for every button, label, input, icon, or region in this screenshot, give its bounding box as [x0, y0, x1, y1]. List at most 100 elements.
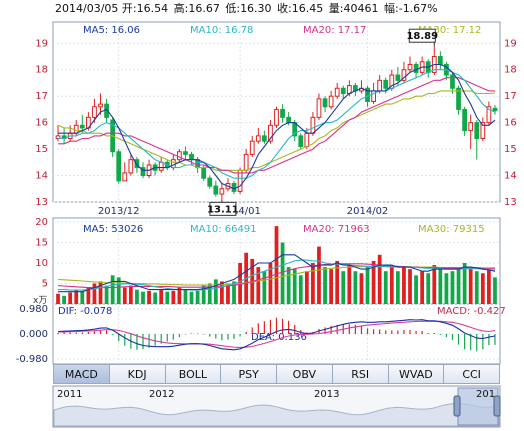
macd-dif-line [57, 319, 496, 351]
price-xtick: 2014/01 [219, 206, 261, 217]
quote-high: 16.67 [188, 2, 220, 15]
price-legend-ma10: MA10: 16.78 [190, 25, 253, 36]
volume-bar [468, 267, 473, 304]
volume-bar [341, 271, 346, 304]
quote-chg: -1.67% [399, 2, 438, 15]
volume-bar [450, 271, 455, 304]
plot-layer: 13 13 14 14 15 15 16 16 17 17 18 18 19 19 2013/12 2014/… [16, 28, 517, 365]
candle-body [450, 74, 455, 89]
volume-bar [189, 291, 194, 304]
candle-body [437, 56, 443, 65]
candle-body [377, 79, 383, 92]
volume-bar [462, 263, 467, 304]
volume-bar [480, 273, 485, 304]
volume-bar [116, 277, 121, 304]
price-ytick-right: 15 [504, 144, 517, 155]
tab-boll[interactable]: BOLL [165, 364, 222, 384]
volume-bar [444, 273, 449, 304]
volume-bar [317, 246, 321, 304]
volume-bar [335, 260, 340, 304]
volume-bar [365, 267, 370, 304]
volume-bar [159, 289, 164, 304]
volume-bar [323, 267, 327, 304]
navigator-year-2012: 2012 [149, 389, 174, 400]
price-ytick-left: 17 [35, 91, 48, 102]
volume-bar [232, 281, 236, 304]
candle-body [334, 87, 340, 97]
volume-bar [86, 287, 91, 304]
macd-dea-line [58, 320, 496, 349]
volume-unit-label: x万 [33, 296, 47, 306]
price-ytick-right: 14 [504, 171, 517, 182]
volume-bar [98, 281, 103, 304]
candle-body [98, 103, 103, 108]
candle-body [158, 161, 164, 171]
candle-body [170, 159, 176, 169]
price-legend-ma20: MA20: 17.17 [303, 25, 366, 36]
navigator-year-2011: 2011 [57, 389, 82, 400]
tab-rsi[interactable]: RSI [332, 364, 389, 384]
tab-cci[interactable]: CCI [444, 364, 500, 384]
price-ytick-right: 13 [504, 197, 517, 208]
candle-body [468, 122, 474, 132]
vol-legend-ma10: MA10: 66491 [190, 224, 257, 235]
volume-bar [426, 273, 431, 304]
candle-body [183, 151, 188, 155]
price-legend-ma5: MA5: 16.06 [83, 25, 140, 36]
tab-psy[interactable]: PSY [221, 364, 277, 384]
volume-bar [286, 267, 291, 304]
quote-close: 16.45 [292, 2, 324, 15]
volume-bar [395, 271, 400, 304]
volume-bar [408, 269, 412, 304]
candle-body [255, 135, 261, 142]
volume-bar [110, 275, 115, 304]
candle-body [401, 69, 407, 81]
candle-body [383, 79, 389, 89]
tab-macd[interactable]: MACD [53, 364, 110, 384]
candle-body [116, 151, 122, 182]
navigator-year-2013: 2013 [314, 389, 339, 400]
price-ytick-left: 19 [35, 38, 48, 49]
macd-ytick: -0.980 [16, 354, 48, 365]
candle-body [243, 153, 249, 171]
candle-body [195, 159, 200, 169]
volume-bar [104, 285, 109, 304]
navigator-left-handle[interactable] [453, 395, 461, 417]
navigator-history-line [53, 402, 500, 427]
quote-open: 16.54 [137, 2, 169, 15]
candle-body [462, 108, 468, 132]
volume-bar [304, 271, 309, 304]
candle-body [286, 116, 292, 124]
volume-bar [274, 226, 279, 304]
candle-body [304, 132, 310, 147]
volume-bar [135, 289, 139, 304]
volume-bar [371, 260, 376, 304]
candle-body [261, 135, 267, 142]
volume-bar [487, 269, 491, 304]
candle-body [474, 122, 480, 140]
macd-legend-macd: MACD: -0.427 [437, 306, 506, 317]
price-xtick: 2013/12 [98, 206, 140, 217]
volume-bar [298, 275, 303, 304]
price-ytick-left: 15 [35, 144, 48, 155]
volume-bar [153, 292, 158, 304]
navigator-right-handle[interactable] [493, 395, 501, 417]
volume-bar [347, 265, 352, 304]
quote-close-label: 收: [277, 1, 292, 15]
candle-body [316, 98, 322, 118]
volume-bar [62, 295, 66, 304]
candle-body [189, 153, 194, 161]
volume-bar [256, 267, 261, 304]
volume-bar [171, 290, 176, 304]
volume-bar [353, 271, 358, 304]
volume-bar [220, 281, 224, 304]
navigator-year-2014: 201 [476, 389, 495, 400]
tab-kdj[interactable]: KDJ [109, 364, 166, 384]
volume-bar [68, 292, 73, 304]
tab-obv[interactable]: OBV [277, 364, 333, 384]
price-ytick-right: 17 [504, 91, 517, 102]
tab-wvad[interactable]: WVAD [388, 364, 445, 384]
volume-bar [165, 291, 170, 304]
